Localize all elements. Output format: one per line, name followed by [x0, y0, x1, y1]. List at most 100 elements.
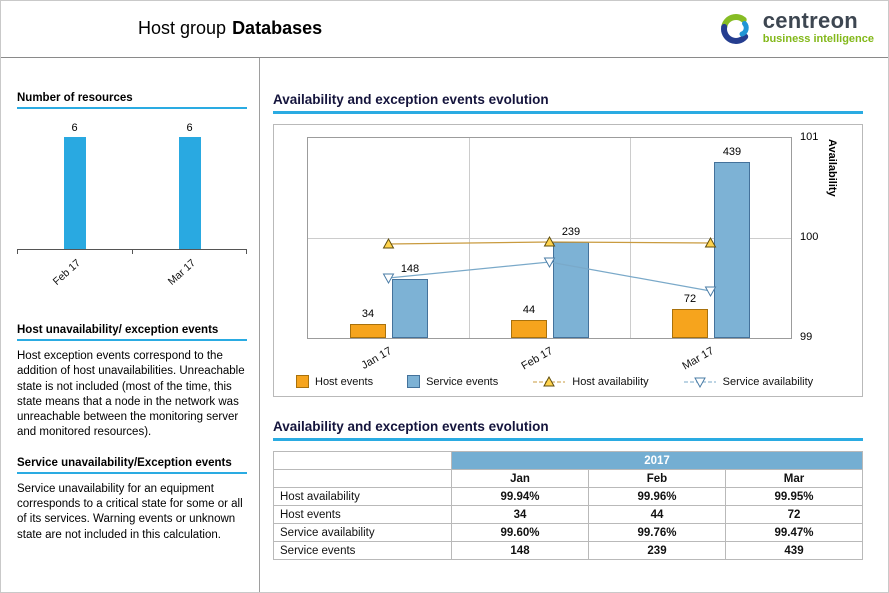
row-label: Service availability [273, 523, 452, 542]
bar-value-label: 148 [400, 263, 420, 275]
table-row: Service availability 99.60% 99.76% 99.47% [273, 523, 863, 542]
y-axis-tick-label: 99 [800, 331, 813, 343]
resources-title: Number of resources [17, 92, 247, 109]
service-unavailability-section: Service unavailability/Exception events … [17, 457, 247, 543]
triangle-up-marker [543, 235, 556, 247]
host-unavailability-text: Host exception events correspond to the … [17, 350, 245, 439]
value-cell: 34 [451, 505, 589, 524]
logo-tagline: business intelligence [762, 33, 874, 46]
month-header: Mar [725, 469, 863, 488]
chart-plot-area: 34 148 44 239 72 439 [307, 137, 792, 339]
value-cell: 99.76% [588, 523, 726, 542]
centreon-logo: centreon business intelligence [718, 9, 874, 53]
service-events-bar [392, 279, 428, 338]
service-events-bar [553, 242, 589, 338]
month-header: Feb [588, 469, 726, 488]
legend-line-marker [683, 377, 716, 388]
axis-tick [132, 250, 133, 254]
host-unavailability-title: Host unavailability/ exception events [17, 324, 247, 341]
value-cell: 99.47% [725, 523, 863, 542]
triangle-down-marker [704, 286, 717, 298]
resource-bar-value: 6 [71, 122, 78, 134]
bar-value-label: 72 [683, 293, 697, 305]
triangle-down-marker [543, 257, 556, 269]
resource-bar-value: 6 [186, 122, 193, 134]
row-label: Host availability [273, 487, 452, 506]
host-events-bar [511, 320, 547, 338]
row-label: Service events [273, 541, 452, 560]
resources-x-axis [17, 249, 247, 254]
table-year-row: 2017 [273, 451, 863, 470]
legend-label: Host events [315, 375, 374, 388]
row-label: Host events [273, 505, 452, 524]
axis-tick [246, 250, 247, 254]
legend-item-host-events: Host events [296, 375, 373, 388]
value-cell: 439 [725, 541, 863, 560]
chart-section-title: Availability and exception events evolut… [273, 92, 863, 114]
axis-tick [17, 250, 18, 254]
availability-lines [382, 235, 717, 298]
x-tick-label: Feb 17 [50, 257, 83, 288]
chart-plot-row: 34 148 44 239 72 439 99 100 101 Availability [274, 131, 862, 343]
page-title: Host group Databases [138, 18, 322, 39]
x-axis-labels: Jan 17 Feb 17 Mar 17 [274, 343, 862, 373]
bar-value-label: 239 [561, 226, 581, 238]
table-row: Host availability 99.94% 99.96% 99.95% [273, 487, 863, 506]
legend-swatch [296, 375, 309, 388]
resource-bar [178, 137, 201, 249]
table-row: Host events 34 44 72 [273, 505, 863, 524]
value-cell: 72 [725, 505, 863, 524]
table-section-title: Availability and exception events evolut… [273, 419, 863, 441]
legend-item-host-availability: Host availability [532, 375, 649, 388]
legend-line-marker [533, 375, 566, 386]
value-cell: 99.95% [725, 487, 863, 506]
legend-item-service-events: Service events [407, 375, 498, 388]
resource-bar [63, 137, 86, 249]
legend-label: Service availability [722, 375, 814, 388]
value-cell: 99.94% [451, 487, 589, 506]
value-cell: 99.60% [451, 523, 589, 542]
service-unavailability-text: Service unavailability for an equipment … [17, 482, 243, 541]
y-axis-tick-label: 100 [800, 231, 819, 243]
corner-cell [273, 451, 452, 470]
logo-text: centreon business intelligence [763, 9, 874, 45]
logo-brand: centreon [762, 8, 859, 33]
availability-chart: 34 148 44 239 72 439 99 100 101 Availability Ja… [273, 124, 863, 397]
availability-axis-label: Availability [826, 139, 838, 197]
page-title-prefix: Host group [138, 18, 227, 38]
centreon-swirl-icon [720, 14, 749, 44]
value-cell: 44 [588, 505, 726, 524]
host-events-bar [350, 324, 386, 338]
triangle-up-marker [382, 237, 395, 249]
availability-table: 2017 Jan Feb Mar Host availability 99.94% 99.9… [273, 451, 863, 560]
legend-label: Host availability [572, 375, 649, 388]
month-header: Jan [451, 469, 589, 488]
value-cell: 148 [451, 541, 589, 560]
triangle-down-marker [382, 273, 395, 285]
availability-axis: 99 100 101 [798, 131, 824, 343]
table-row: Service events 148 239 439 [273, 541, 863, 560]
service-events-bar [714, 162, 750, 338]
main-panel: Availability and exception events evolut… [259, 58, 888, 592]
corner-cell [273, 469, 452, 488]
bar-value-label: 439 [722, 146, 742, 158]
service-unavailability-title: Service unavailability/Exception events [17, 457, 247, 474]
page-title-group-name: Databases [232, 18, 323, 38]
year-header: 2017 [451, 451, 863, 470]
legend-label: Service events [426, 375, 499, 388]
host-unavailability-section: Host unavailability/ exception events Ho… [17, 324, 247, 441]
triangle-up-marker [704, 236, 717, 248]
value-cell: 239 [588, 541, 726, 560]
table-month-row: Jan Feb Mar [273, 469, 863, 488]
y-axis-tick-label: 101 [800, 131, 819, 143]
legend-item-service-availability: Service availability [683, 376, 813, 388]
resources-x-labels: Feb 17 Mar 17 [17, 254, 247, 300]
bar-value-label: 44 [522, 304, 536, 316]
report-header: Host group Databases centreon business in… [1, 1, 888, 58]
